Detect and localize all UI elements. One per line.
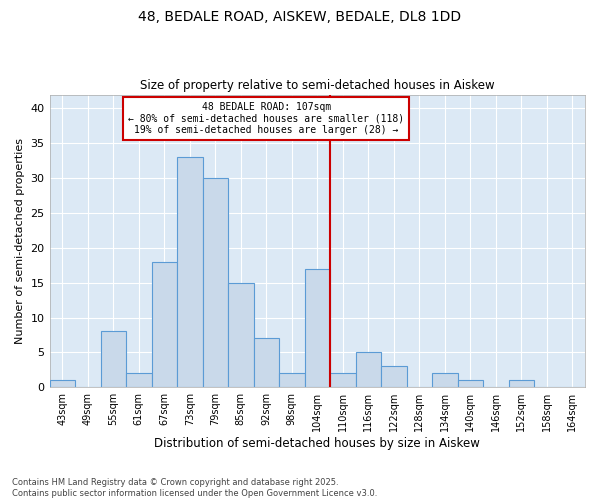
- Text: Contains HM Land Registry data © Crown copyright and database right 2025.
Contai: Contains HM Land Registry data © Crown c…: [12, 478, 377, 498]
- Bar: [203, 178, 228, 387]
- X-axis label: Distribution of semi-detached houses by size in Aiskew: Distribution of semi-detached houses by …: [154, 437, 480, 450]
- Title: Size of property relative to semi-detached houses in Aiskew: Size of property relative to semi-detach…: [140, 79, 494, 92]
- Bar: [509, 380, 534, 387]
- Bar: [254, 338, 279, 387]
- Bar: [50, 380, 75, 387]
- Bar: [381, 366, 407, 387]
- Bar: [152, 262, 177, 387]
- Bar: [279, 374, 305, 387]
- Y-axis label: Number of semi-detached properties: Number of semi-detached properties: [15, 138, 25, 344]
- Bar: [305, 269, 330, 387]
- Bar: [228, 282, 254, 387]
- Bar: [458, 380, 483, 387]
- Text: 48 BEDALE ROAD: 107sqm
← 80% of semi-detached houses are smaller (118)
19% of se: 48 BEDALE ROAD: 107sqm ← 80% of semi-det…: [128, 102, 404, 134]
- Bar: [126, 374, 152, 387]
- Bar: [356, 352, 381, 387]
- Bar: [177, 158, 203, 387]
- Bar: [330, 374, 356, 387]
- Text: 48, BEDALE ROAD, AISKEW, BEDALE, DL8 1DD: 48, BEDALE ROAD, AISKEW, BEDALE, DL8 1DD: [139, 10, 461, 24]
- Bar: [432, 374, 458, 387]
- Bar: [101, 332, 126, 387]
